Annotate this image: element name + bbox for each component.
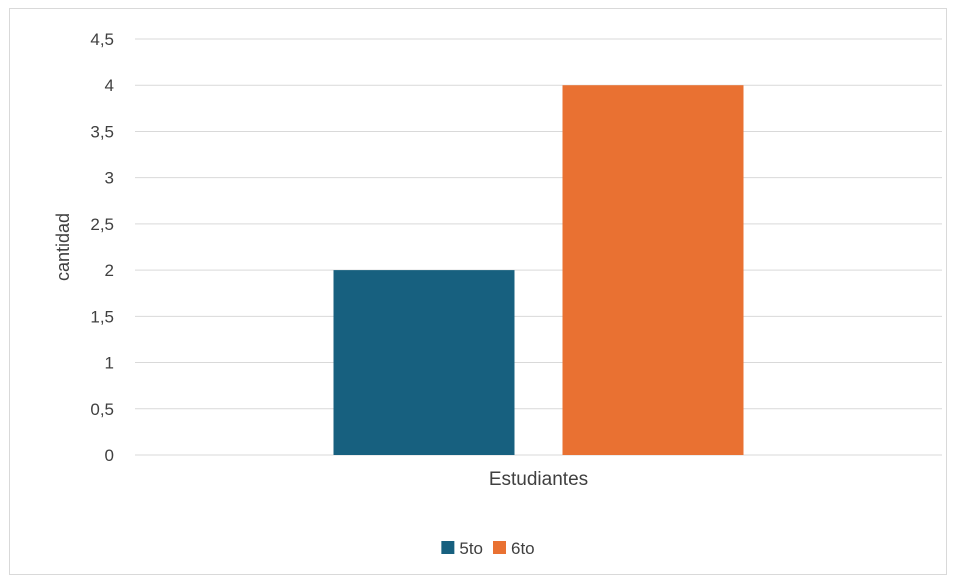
y-tick-label: 3,5	[90, 122, 114, 141]
y-axis-title: cantidad	[53, 213, 73, 281]
gridlines	[135, 38, 942, 456]
legend: 5to 6to	[441, 539, 535, 558]
legend-label-5to: 5to	[459, 539, 483, 558]
bars	[333, 85, 744, 455]
y-tick-label: 1,5	[90, 307, 114, 326]
y-tick-label: 0	[105, 446, 114, 465]
bar-5to-estudiantes	[333, 270, 515, 455]
y-tick-label: 4	[105, 76, 114, 95]
y-tick-label: 1	[105, 354, 114, 373]
y-axis-tick-labels: 0 0,5 1 1,5 2 2,5 3 3,5 4 4,5	[90, 30, 114, 465]
y-tick-label: 2	[105, 261, 114, 280]
bar-6to-estudiantes	[562, 85, 744, 455]
category-labels: Estudiantes	[489, 469, 588, 490]
legend-swatch-6to	[493, 541, 506, 554]
legend-swatch-5to	[441, 541, 455, 554]
y-tick-label: 2,5	[90, 215, 114, 234]
legend-label-6to: 6to	[511, 539, 535, 558]
y-tick-label: 4,5	[90, 30, 114, 49]
y-tick-label: 0,5	[90, 400, 114, 419]
x-category-label: Estudiantes	[489, 469, 588, 490]
y-tick-label: 3	[105, 169, 114, 188]
